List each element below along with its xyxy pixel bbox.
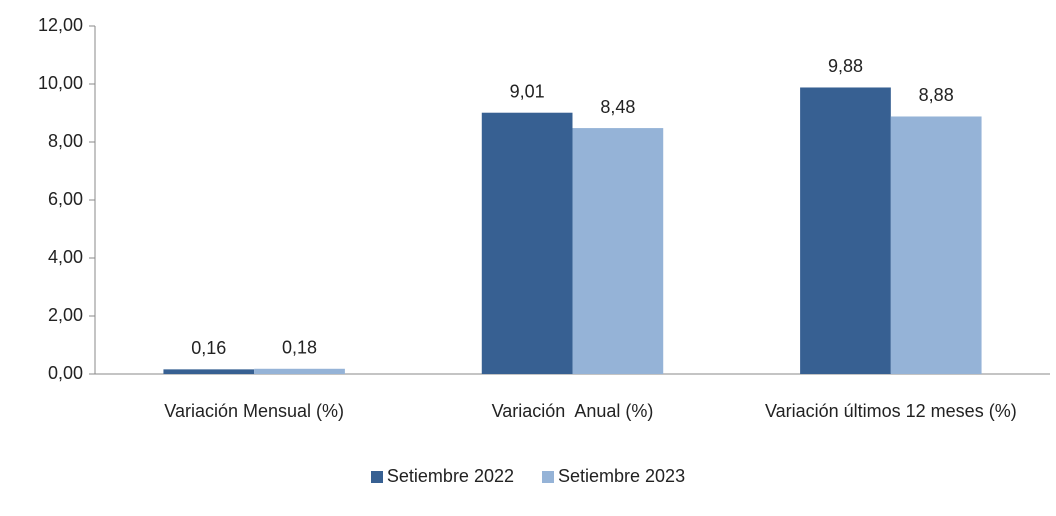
legend-label: Setiembre 2023: [558, 466, 686, 486]
data-label: 0,18: [282, 338, 317, 358]
bar: [800, 87, 891, 374]
data-label: 8,48: [600, 97, 635, 117]
x-tick-label: Variación Mensual (%): [164, 401, 345, 421]
data-label: 9,88: [828, 56, 863, 76]
y-tick-label: 8,00: [48, 131, 83, 151]
legend-item: Setiembre 2022: [370, 466, 514, 487]
y-tick-label: 10,00: [38, 73, 83, 93]
bar: [890, 116, 982, 374]
bar: [572, 128, 664, 374]
legend-swatch: [542, 470, 554, 483]
legend: Setiembre 2022 Setiembre 2023: [0, 466, 1056, 487]
y-tick-label: 0,00: [48, 363, 83, 383]
legend-label: Setiembre 2022: [386, 466, 514, 486]
bar: [481, 112, 573, 375]
x-tick-label: Variación últimos 12 meses (%): [764, 401, 1017, 421]
data-label: 9,01: [510, 81, 545, 101]
y-tick-label: 2,00: [48, 305, 83, 325]
data-label: 0,16: [191, 338, 226, 358]
bar: [163, 369, 255, 374]
y-tick-label: 12,00: [38, 15, 83, 35]
bar: [254, 368, 345, 374]
y-tick-label: 4,00: [48, 247, 83, 267]
legend-swatch: [370, 470, 383, 483]
x-tick-label: Variación Anual (%): [491, 401, 654, 421]
legend-item: Setiembre 2023: [542, 466, 685, 487]
y-tick-label: 6,00: [48, 189, 83, 209]
data-label: 8,88: [919, 85, 954, 105]
